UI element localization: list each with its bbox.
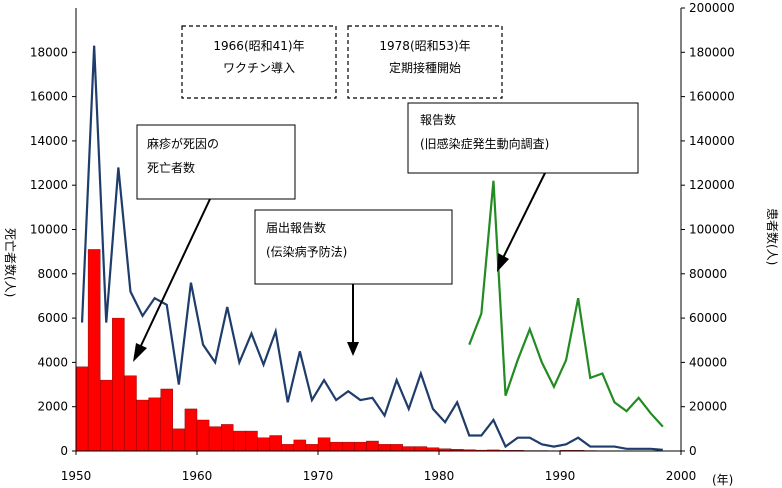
deaths-bar (414, 446, 428, 452)
deaths-bar (160, 388, 173, 452)
y-right-tick-label: 80000 (689, 267, 727, 281)
deaths-bar (402, 446, 416, 452)
deaths-bar (281, 444, 295, 452)
y-left-tick-label: 12000 (30, 178, 68, 192)
x-tick-label: 1950 (61, 469, 92, 483)
y-right-tick-label: 20000 (689, 400, 727, 414)
deaths-bar (366, 440, 379, 452)
annotation-routine-line1: 1978(昭和53)年 (379, 39, 470, 53)
y-axis-right-label: 患者数(人) (765, 208, 780, 265)
deaths-bar (342, 441, 355, 452)
y-axis-left-label: 死亡者数(人) (3, 228, 18, 297)
callout-deaths-line1: 麻疹が死因の (147, 136, 219, 151)
deaths-bar (329, 441, 343, 452)
annotation-routine-1978: 1978(昭和53)年 定期接種開始 (347, 25, 503, 99)
deaths-bar (112, 317, 125, 452)
annotation-vaccine-1966: 1966(昭和41)年 ワクチン導入 (181, 25, 337, 99)
callout-surveillance-line1: 報告数 (420, 112, 456, 127)
x-tick-label: 1980 (424, 469, 455, 483)
x-tick-label: 2000 (666, 469, 697, 483)
y-right-tick-label: 0 (689, 444, 697, 458)
callout-surveillance-reports: 報告数 (旧感染症発生動向調査) (407, 102, 639, 272)
deaths-bar (233, 430, 246, 452)
y-right-tick-label: 180000 (689, 45, 735, 59)
deaths-bar (87, 249, 101, 452)
deaths-bar (220, 424, 234, 452)
x-axis-unit-label: (年) (712, 473, 733, 487)
y-left-tick-label: 6000 (37, 311, 68, 325)
deaths-bar (172, 428, 186, 452)
deaths-bars (75, 249, 682, 452)
series-lines (80, 45, 664, 451)
y-left-tick-label: 18000 (30, 45, 68, 59)
y-right-tick-label: 120000 (689, 178, 735, 192)
y-left-tick-label: 4000 (37, 355, 68, 369)
deaths-bar (245, 430, 258, 452)
deaths-bar (148, 397, 161, 452)
deaths-bar (354, 441, 367, 452)
callout-notified-line2: (伝染病予防法) (266, 244, 347, 259)
callout-notified-line1: 届出報告数 (266, 220, 326, 235)
reported-cases-line (80, 45, 663, 451)
y-right-tick-label: 200000 (689, 1, 735, 15)
y-right-tick-label: 160000 (689, 90, 735, 104)
surveillance-cases-line (468, 180, 664, 428)
callout-deaths: 麻疹が死因の 死亡者数 (133, 124, 296, 362)
y-left-tick-label: 16000 (30, 90, 68, 104)
annotation-vaccine-line2: ワクチン導入 (223, 61, 295, 75)
x-tick-label: 1990 (545, 469, 576, 483)
y-right-tick-label: 140000 (689, 134, 735, 148)
x-tick-label: 1970 (303, 469, 334, 483)
deaths-bar (184, 408, 198, 452)
y-left-tick-label: 10000 (30, 223, 68, 237)
deaths-bar (208, 426, 222, 452)
x-tick-label: 1960 (182, 469, 213, 483)
deaths-bar (317, 437, 331, 452)
deaths-bar (124, 375, 137, 452)
annotation-routine-line2: 定期接種開始 (389, 60, 461, 75)
annotation-vaccine-line1: 1966(昭和41)年 (213, 39, 304, 53)
y-right-tick-label: 60000 (689, 311, 727, 325)
deaths-bar (305, 444, 319, 452)
y-left-tick-label: 0 (60, 444, 68, 458)
deaths-bar (293, 439, 307, 452)
deaths-bar (269, 435, 282, 452)
callout-notified-reports: 届出報告数 (伝染病予防法) (254, 209, 453, 356)
y-left-tick-label: 8000 (37, 267, 68, 281)
deaths-bar (136, 399, 149, 452)
deaths-bar (390, 444, 403, 452)
deaths-bar (257, 437, 270, 452)
axes: 0 2000 4000 6000 8000 10000 12000 14000 16000 180… (30, 1, 735, 483)
deaths-bar (99, 379, 113, 452)
y-left-tick-label: 14000 (30, 134, 68, 148)
callout-surveillance-line2: (旧感染症発生動向調査) (420, 136, 549, 151)
y-right-tick-label: 40000 (689, 355, 727, 369)
y-right-tick-label: 100000 (689, 223, 735, 237)
y-left-tick-label: 2000 (37, 400, 68, 414)
deaths-bar (75, 366, 89, 452)
deaths-bar (378, 444, 391, 452)
callout-deaths-line2: 死亡者数 (147, 160, 195, 175)
deaths-bar (196, 419, 210, 452)
